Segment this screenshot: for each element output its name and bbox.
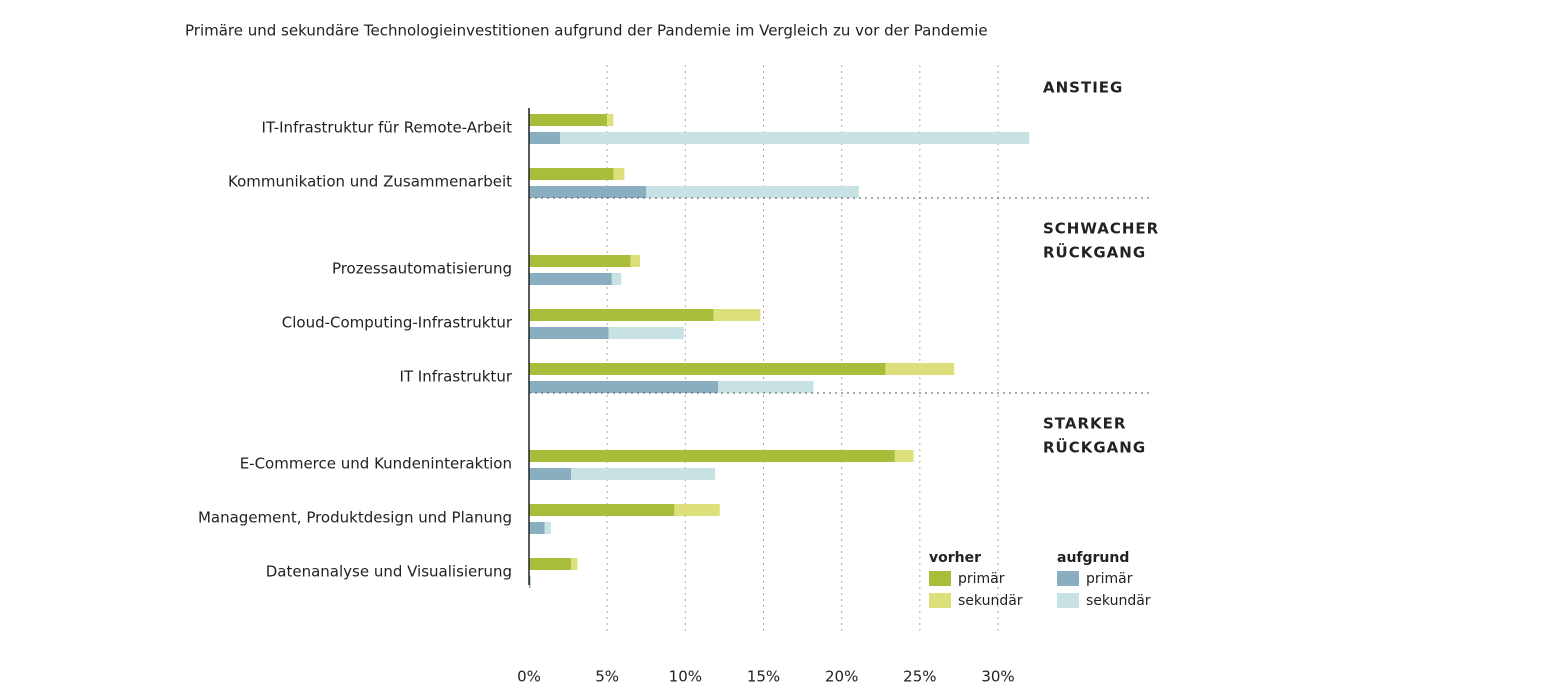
bar: [529, 132, 561, 144]
legend-heading: aufgrund: [1057, 550, 1129, 566]
bar: [560, 132, 1030, 144]
group-label: ANSTIEG: [1043, 79, 1123, 97]
category-label: Kommunikation und Zusammenarbeit: [228, 173, 512, 191]
x-tick-label: 5%: [595, 668, 619, 686]
bar: [674, 504, 720, 516]
bar: [529, 363, 886, 375]
bar: [529, 522, 545, 534]
legend-swatch: [929, 593, 951, 608]
bar: [529, 468, 572, 480]
bar: [529, 255, 631, 267]
category-label: E-Commerce und Kundeninteraktion: [240, 455, 512, 473]
bar: [529, 273, 612, 285]
legend-heading: vorher: [929, 550, 981, 566]
group-label: RÜCKGANG: [1043, 243, 1146, 262]
bar: [713, 309, 761, 321]
bar: [544, 522, 551, 534]
legend-swatch: [929, 571, 951, 586]
x-tick-label: 10%: [669, 668, 702, 686]
bar: [885, 363, 955, 375]
bar: [529, 114, 608, 126]
group-label: SCHWACHER: [1043, 220, 1159, 238]
category-label: Management, Produktdesign und Planung: [198, 509, 512, 527]
bar: [529, 327, 609, 339]
legend-label: sekundär: [1086, 593, 1151, 609]
bar: [608, 327, 684, 339]
x-tick-label: 0%: [517, 668, 541, 686]
legend-swatch: [1057, 571, 1079, 586]
bar: [529, 309, 714, 321]
bar: [529, 186, 647, 198]
bar: [611, 273, 622, 285]
bar: [529, 558, 572, 570]
chart-title: Primäre und sekundäre Technologieinvesti…: [185, 22, 988, 40]
x-tick-label: 20%: [825, 668, 858, 686]
category-label: IT Infrastruktur: [399, 368, 512, 386]
x-tick-label: 15%: [747, 668, 780, 686]
bar: [646, 186, 859, 198]
bar: [529, 504, 675, 516]
bar: [571, 558, 578, 570]
x-tick-label: 25%: [903, 668, 936, 686]
bar: [718, 381, 814, 393]
legend-label: sekundär: [958, 593, 1023, 609]
legend-label: primär: [958, 571, 1005, 587]
bar: [529, 168, 614, 180]
category-label: Prozessautomatisierung: [332, 260, 512, 278]
bar: [613, 168, 625, 180]
bar: [571, 468, 716, 480]
category-label: Datenanalyse und Visualisierung: [266, 563, 512, 581]
group-label: RÜCKGANG: [1043, 438, 1146, 457]
bar: [894, 450, 914, 462]
bar: [630, 255, 640, 267]
category-label: Cloud-Computing-Infrastruktur: [282, 314, 513, 332]
legend-label: primär: [1086, 571, 1133, 587]
bar: [529, 450, 895, 462]
bar: [529, 576, 531, 588]
category-label: IT-Infrastruktur für Remote-Arbeit: [262, 119, 513, 137]
bar: [529, 381, 719, 393]
legend-swatch: [1057, 593, 1079, 608]
group-label: STARKER: [1043, 415, 1126, 433]
x-tick-label: 30%: [981, 668, 1014, 686]
bar: [607, 114, 614, 126]
